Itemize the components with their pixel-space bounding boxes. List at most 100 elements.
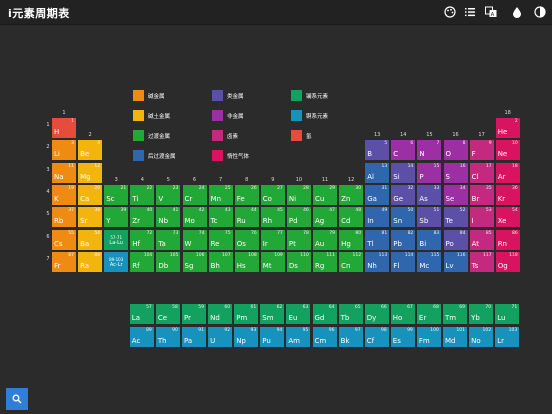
element-sc[interactable]: 21 Sc [104,184,129,205]
element-p[interactable]: 15 P [417,162,442,183]
contrast-icon[interactable] [531,3,549,21]
element-eu[interactable]: 63 Eu [286,304,311,324]
element-lv[interactable]: 116 Lv [443,251,468,272]
element-mg[interactable]: 12 Mg [78,162,103,183]
list-icon[interactable] [461,3,479,21]
actinide-placeholder[interactable]: 89-103 Ac-Lr [104,251,129,272]
element-po[interactable]: 84 Po [443,229,468,250]
element-in[interactable]: 49 In [365,207,390,228]
element-er[interactable]: 68 Er [416,304,441,324]
element-nd[interactable]: 60 Nd [208,304,233,324]
legend-swatch-halogen[interactable] [212,130,223,141]
element-fl[interactable]: 114 Fl [391,251,416,272]
legend-swatch-lanthanide[interactable] [291,90,302,101]
element-v[interactable]: 23 V [156,184,181,205]
element-sg[interactable]: 106 Sg [182,251,207,272]
element-ga[interactable]: 31 Ga [365,184,390,205]
element-cr[interactable]: 24 Cr [182,184,207,205]
element-br[interactable]: 35 Br [469,184,494,205]
element-mc[interactable]: 115 Mc [417,251,442,272]
element-lr[interactable]: 103 Lr [495,327,520,347]
element-u[interactable]: 92 U [208,327,233,347]
element-nh[interactable]: 113 Nh [365,251,390,272]
element-ru[interactable]: 44 Ru [234,207,259,228]
legend-swatch-alkaline[interactable] [133,110,144,121]
element-hf[interactable]: 72 Hf [130,229,155,250]
element-s[interactable]: 16 S [443,162,468,183]
element-ne[interactable]: 10 Ne [495,140,520,161]
element-os[interactable]: 76 Os [234,229,259,250]
element-pu[interactable]: 94 Pu [260,327,285,347]
element-sn[interactable]: 50 Sn [391,207,416,228]
element-am[interactable]: 95 Am [286,327,311,347]
element-np[interactable]: 93 Np [234,327,259,347]
element-at[interactable]: 85 At [469,229,494,250]
element-cs[interactable]: 55 Cs [52,229,76,250]
element-ts[interactable]: 117 Ts [469,251,494,272]
element-w[interactable]: 74 W [182,229,207,250]
element-tm[interactable]: 69 Tm [443,304,467,324]
element-re[interactable]: 75 Re [208,229,233,250]
element-og[interactable]: 118 Og [495,251,520,272]
element-mo[interactable]: 42 Mo [182,207,207,228]
element-fm[interactable]: 100 Fm [416,327,441,347]
element-as[interactable]: 33 As [417,184,442,205]
drop-icon[interactable] [508,3,526,21]
element-bk[interactable]: 97 Bk [338,327,363,347]
element-cn[interactable]: 112 Cn [339,251,364,272]
legend-swatch-post[interactable] [133,150,144,161]
element-zn[interactable]: 30 Zn [339,184,364,205]
element-cf[interactable]: 98 Cf [364,327,389,347]
element-rb[interactable]: 37 Rb [52,207,76,228]
element-co[interactable]: 27 Co [260,184,285,205]
element-th[interactable]: 90 Th [155,327,180,347]
element-kr[interactable]: 36 Kr [495,184,520,205]
element-tc[interactable]: 43 Tc [208,207,233,228]
element-mn[interactable]: 25 Mn [208,184,233,205]
element-bi[interactable]: 83 Bi [417,229,442,250]
element-es[interactable]: 99 Es [390,327,415,347]
legend-swatch-noble[interactable] [212,150,223,161]
element-rn[interactable]: 86 Rn [495,229,520,250]
element-yb[interactable]: 70 Yb [469,304,494,324]
search-button[interactable] [6,388,28,410]
element-tb[interactable]: 65 Tb [338,304,363,324]
element-zr[interactable]: 40 Zr [130,207,155,228]
element-rh[interactable]: 45 Rh [260,207,285,228]
element-pr[interactable]: 59 Pr [182,304,206,324]
element-al[interactable]: 13 Al [365,162,390,183]
element-xe[interactable]: 54 Xe [495,207,520,228]
element-ba[interactable]: 56 Ba [78,229,103,250]
element-ac[interactable]: 89 Ac [129,327,154,347]
element-ni[interactable]: 28 Ni [286,184,311,205]
element-mt[interactable]: 109 Mt [260,251,285,272]
element-ar[interactable]: 18 Ar [495,162,520,183]
element-pm[interactable]: 61 Pm [234,304,259,324]
legend-swatch-nonmetal[interactable] [212,110,223,121]
element-cd[interactable]: 48 Cd [339,207,364,228]
element-dy[interactable]: 66 Dy [364,304,389,324]
element-ta[interactable]: 73 Ta [156,229,181,250]
element-ag[interactable]: 47 Ag [313,207,337,228]
element-pt[interactable]: 78 Pt [286,229,311,250]
element-pb[interactable]: 82 Pb [391,229,416,250]
element-ce[interactable]: 58 Ce [155,304,180,324]
element-sb[interactable]: 51 Sb [417,207,442,228]
translate-icon[interactable]: A [482,3,500,21]
element-sm[interactable]: 62 Sm [260,304,285,324]
element-ir[interactable]: 77 Ir [260,229,285,250]
element-fr[interactable]: 87 Fr [52,251,76,272]
element-nb[interactable]: 41 Nb [156,207,181,228]
legend-swatch-transition[interactable] [133,130,144,141]
element-md[interactable]: 101 Md [443,327,467,347]
element-la[interactable]: 57 La [129,304,154,324]
element-hg[interactable]: 80 Hg [339,229,364,250]
palette-icon[interactable] [441,3,459,21]
element-na[interactable]: 11 Na [52,162,76,183]
element-hs[interactable]: 108 Hs [234,251,259,272]
lanthanide-placeholder[interactable]: 57-71 La-Lu [104,229,129,250]
element-db[interactable]: 105 Db [156,251,181,272]
